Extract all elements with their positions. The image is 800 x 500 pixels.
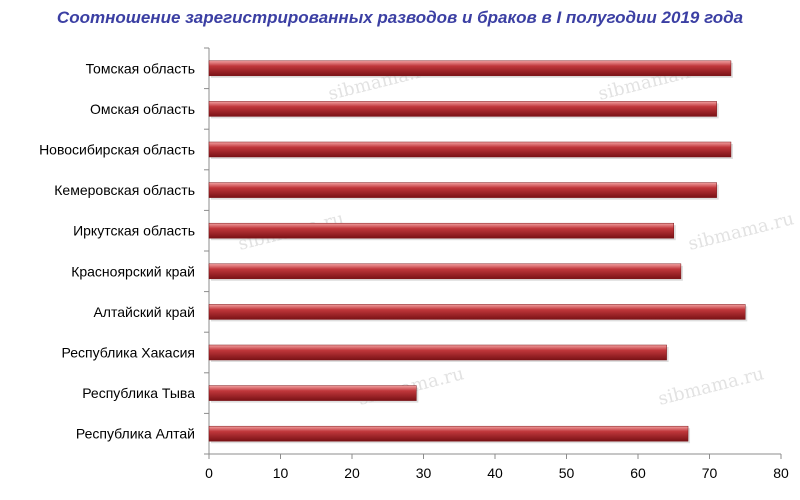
x-tick-label: 10: [273, 465, 289, 481]
bar: [208, 385, 417, 401]
category-label: Новосибирская область: [39, 142, 195, 158]
bar: [208, 344, 667, 361]
category-label: Республика Алтай: [76, 426, 195, 442]
bar: [208, 60, 732, 77]
x-tick-label: 70: [702, 465, 718, 481]
bar: [208, 182, 717, 198]
chart-title: Соотношение зарегистрированных разводов …: [56, 8, 744, 27]
bar: [208, 425, 689, 442]
x-tick-label: 80: [773, 465, 789, 481]
bar: [208, 222, 674, 239]
x-tick-label: 30: [416, 465, 432, 481]
category-label: Иркутская область: [73, 223, 195, 239]
category-label: Омская область: [90, 101, 195, 117]
bar: [208, 101, 717, 117]
category-label: Алтайский край: [93, 304, 195, 320]
bar: [208, 304, 746, 320]
category-label: Республика Тыва: [82, 385, 195, 401]
x-tick-labels: 0 10 20 30 40 50 60 70 80: [205, 465, 789, 481]
category-label: Томская область: [86, 60, 195, 76]
bar-series: [208, 60, 748, 444]
category-label: Кемеровская область: [54, 182, 195, 198]
category-label: Красноярский край: [71, 263, 195, 279]
bar: [208, 141, 732, 158]
x-tick-label: 20: [344, 465, 360, 481]
x-tick-label: 50: [559, 465, 575, 481]
category-label: Республика Хакасия: [62, 345, 195, 361]
category-labels: Томская область Омская область Новосибирск…: [39, 60, 195, 441]
watermark-text: sibmama.ru: [656, 363, 766, 410]
x-tick-label: 60: [630, 465, 646, 481]
x-tick-label: 40: [487, 465, 503, 481]
x-tick-label: 0: [205, 465, 213, 481]
watermark-text: sibmama.ru: [686, 208, 796, 255]
bar: [208, 263, 682, 280]
